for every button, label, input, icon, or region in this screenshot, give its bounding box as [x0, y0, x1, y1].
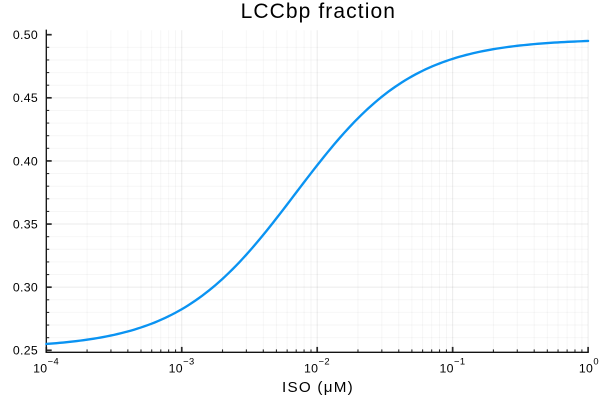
svg-text:0.50: 0.50: [13, 28, 38, 42]
svg-text:ISO (μM): ISO (μM): [282, 379, 354, 396]
svg-text:0.30: 0.30: [13, 281, 38, 295]
svg-text:0.45: 0.45: [13, 91, 38, 105]
svg-text:0.25: 0.25: [13, 344, 38, 358]
svg-text:0.35: 0.35: [13, 217, 38, 231]
svg-text:0.40: 0.40: [13, 154, 38, 168]
svg-text:LCCbp fraction: LCCbp fraction: [241, 0, 396, 23]
